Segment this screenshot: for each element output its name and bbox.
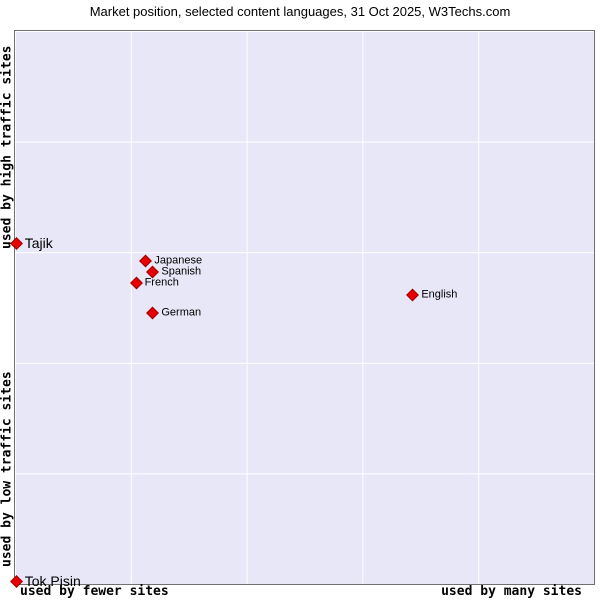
data-point-label: Japanese [154, 254, 203, 267]
y-axis-label-low-traffic: used by low traffic sites [0, 371, 15, 567]
data-point-german: German [146, 306, 202, 320]
x-axis-label-many-sites: used by many sites [441, 584, 582, 599]
data-point-tok-pisin: Tok Pisin [9, 573, 81, 590]
data-point-label: Tok Pisin [24, 573, 81, 590]
data-point-french: French [129, 276, 179, 290]
y-axis-label-high-traffic: used by high traffic sites [0, 45, 15, 250]
diamond-marker-icon [146, 306, 160, 320]
diamond-marker-icon [9, 236, 23, 250]
data-point-label: Spanish [161, 265, 202, 278]
data-point-label: Tajik [24, 235, 53, 252]
diamond-marker-icon [129, 276, 143, 290]
diamond-marker-icon [406, 288, 420, 302]
data-point-japanese: Japanese [139, 254, 203, 268]
data-point-label: English [421, 288, 458, 301]
x-axis-label-fewer-sites: used by fewer sites [20, 584, 169, 599]
plot-area: Tajik Japanese Spanish French German English T… [9, 30, 595, 590]
data-point-label: German [161, 306, 202, 319]
chart-title: Market position, selected content langua… [89, 4, 511, 19]
diamond-marker-icon [139, 254, 153, 268]
data-point-label: French [144, 276, 179, 289]
data-point-spanish: Spanish [146, 265, 202, 279]
data-point-tajik: Tajik [9, 235, 53, 252]
data-point-english: English [406, 288, 458, 302]
